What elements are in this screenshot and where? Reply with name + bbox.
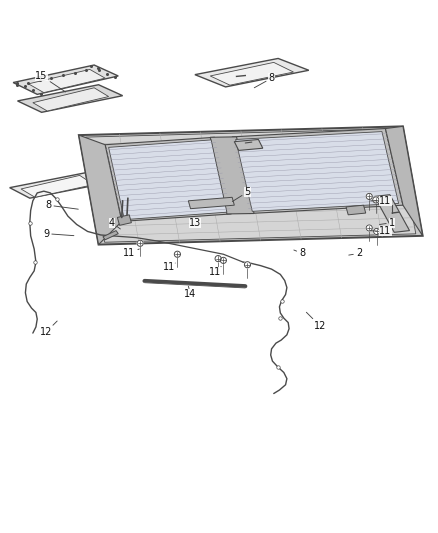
Text: 11: 11 bbox=[208, 266, 221, 277]
Text: 12: 12 bbox=[40, 321, 57, 337]
Text: 11: 11 bbox=[162, 262, 175, 272]
Text: 8: 8 bbox=[254, 73, 275, 88]
Polygon shape bbox=[374, 195, 410, 232]
Polygon shape bbox=[79, 135, 122, 245]
Text: 14: 14 bbox=[184, 286, 197, 298]
Polygon shape bbox=[195, 59, 309, 87]
Text: 8: 8 bbox=[45, 200, 78, 210]
Circle shape bbox=[373, 197, 379, 203]
Polygon shape bbox=[10, 173, 105, 198]
Text: 2: 2 bbox=[349, 248, 362, 259]
Polygon shape bbox=[210, 137, 254, 214]
Polygon shape bbox=[236, 132, 399, 211]
Polygon shape bbox=[210, 62, 293, 85]
Polygon shape bbox=[117, 215, 131, 225]
Polygon shape bbox=[79, 126, 423, 245]
Polygon shape bbox=[28, 69, 105, 93]
Polygon shape bbox=[346, 205, 366, 215]
Text: 15: 15 bbox=[35, 71, 66, 92]
Text: 9: 9 bbox=[43, 229, 74, 239]
Polygon shape bbox=[109, 140, 227, 220]
Polygon shape bbox=[13, 65, 118, 94]
Circle shape bbox=[220, 257, 226, 263]
Text: 11: 11 bbox=[123, 248, 139, 259]
Circle shape bbox=[215, 255, 221, 262]
Text: 13: 13 bbox=[189, 217, 201, 228]
Polygon shape bbox=[86, 128, 416, 242]
Polygon shape bbox=[33, 88, 109, 111]
Text: 5: 5 bbox=[232, 187, 251, 201]
Text: 1: 1 bbox=[379, 217, 395, 228]
Circle shape bbox=[374, 229, 380, 235]
Circle shape bbox=[366, 193, 372, 199]
Text: 8: 8 bbox=[294, 248, 305, 259]
Polygon shape bbox=[232, 128, 403, 214]
Circle shape bbox=[244, 262, 251, 268]
Text: 12: 12 bbox=[306, 312, 326, 330]
Polygon shape bbox=[18, 85, 123, 112]
Polygon shape bbox=[188, 197, 234, 209]
Polygon shape bbox=[103, 231, 118, 240]
Polygon shape bbox=[234, 140, 263, 150]
Text: 11: 11 bbox=[371, 227, 392, 237]
Polygon shape bbox=[105, 138, 231, 221]
Polygon shape bbox=[21, 175, 94, 197]
Circle shape bbox=[366, 225, 372, 231]
Text: 4: 4 bbox=[109, 217, 120, 229]
Circle shape bbox=[174, 251, 180, 257]
Text: 11: 11 bbox=[371, 196, 392, 206]
Polygon shape bbox=[385, 126, 423, 236]
Circle shape bbox=[137, 240, 143, 246]
